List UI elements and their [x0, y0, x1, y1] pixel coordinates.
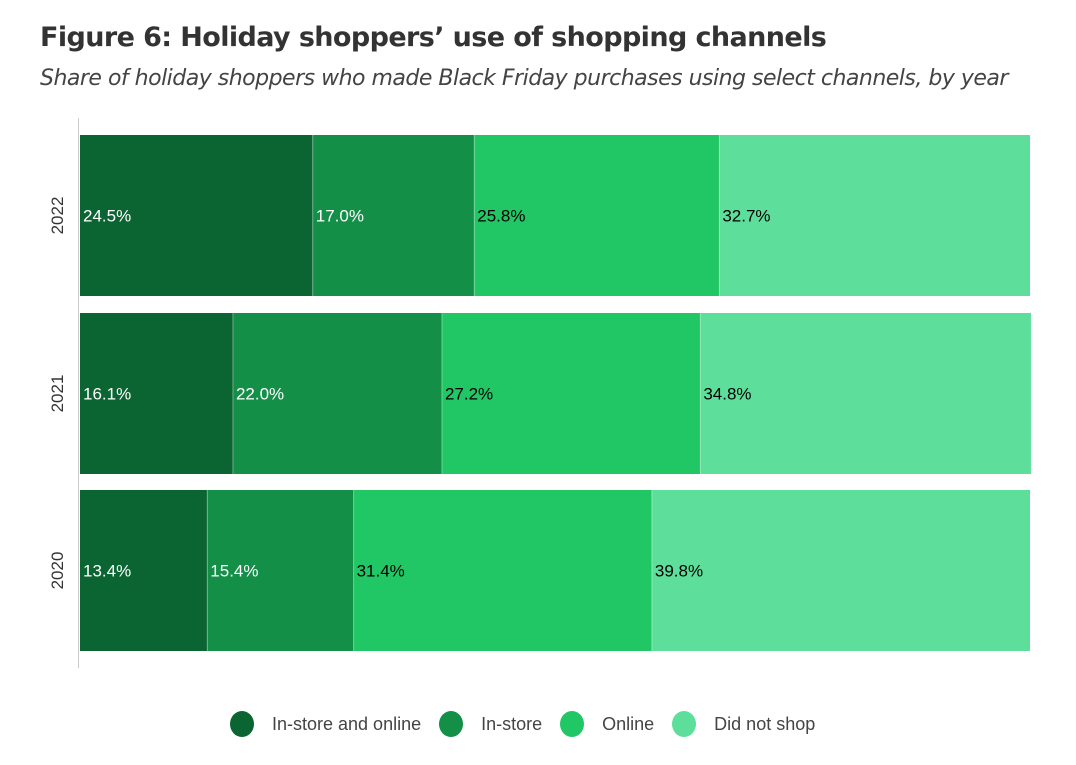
bar-segment	[207, 490, 354, 651]
bar-segment	[719, 135, 1030, 296]
chart-title: Figure 6: Holiday shoppers’ use of shopp…	[40, 22, 827, 53]
data-label: 27.2%	[445, 385, 493, 404]
bar-segment	[312, 135, 475, 296]
bar-segment	[353, 490, 652, 651]
data-label: 25.8%	[477, 207, 525, 226]
legend-label: Online	[602, 713, 655, 734]
bar-segment	[700, 313, 1031, 474]
bar-segment	[232, 313, 442, 474]
legend-item: Online	[560, 711, 654, 737]
bar-segment	[80, 313, 233, 474]
legend-item: Did not shop	[672, 711, 815, 737]
y-tick-label: 2022	[48, 197, 67, 235]
y-tick-label: 2021	[48, 375, 67, 413]
legend-item: In-store and online	[230, 711, 421, 737]
bar-segment	[80, 490, 208, 651]
data-label: 34.8%	[703, 385, 751, 404]
bar-segment	[441, 313, 701, 474]
legend-label: In-store	[481, 713, 543, 734]
legend-swatch-icon	[672, 711, 697, 737]
legend-item: In-store	[439, 711, 542, 737]
legend: In-store and online In-store Online Did not…	[230, 711, 833, 737]
legend-label: Did not shop	[714, 713, 816, 734]
legend-swatch-icon	[439, 711, 464, 737]
bar-segment	[474, 135, 720, 296]
legend-swatch-icon	[560, 711, 585, 737]
data-label: 17.0%	[316, 207, 364, 226]
legend-label: In-store and online	[272, 713, 422, 734]
data-label: 22.0%	[236, 385, 284, 404]
data-label: 15.4%	[210, 562, 258, 581]
stacked-bar-chart: 24.5% 17.0% 25.8% 32.7% 2022 16.1% 22.0% 27.2% 3…	[48, 118, 1031, 668]
data-label: 16.1%	[83, 385, 131, 404]
y-tick-label: 2020	[48, 552, 67, 590]
data-label: 31.4%	[357, 562, 405, 581]
data-label: 24.5%	[83, 207, 131, 226]
data-label: 39.8%	[655, 562, 703, 581]
legend-swatch-icon	[230, 711, 254, 737]
chart-subtitle: Share of holiday shoppers who made Black…	[40, 66, 1008, 91]
bar-segment	[80, 135, 313, 296]
bar-segment	[651, 490, 1030, 651]
data-label: 13.4%	[83, 562, 131, 581]
data-label: 32.7%	[722, 207, 770, 226]
